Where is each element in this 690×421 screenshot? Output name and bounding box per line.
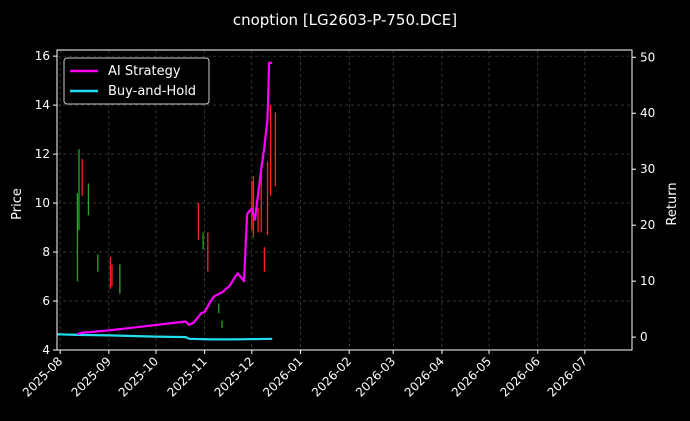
right-tick-label: 0 — [640, 330, 648, 344]
left-tick-label: 12 — [35, 147, 50, 161]
y-axis-label-left: Price — [10, 188, 25, 220]
legend-label-buy-and-hold: Buy-and-Hold — [108, 84, 196, 99]
left-tick-label: 14 — [35, 98, 50, 112]
plot-frame — [56, 49, 633, 351]
right-tick-label: 10 — [640, 274, 655, 288]
series-line-ai-strategy — [77, 61, 273, 336]
right-tick-label: 20 — [640, 218, 655, 232]
right-tick-label: 50 — [640, 50, 655, 64]
left-axis-ticks: 4 6 8 10 12 14 16 — [35, 49, 57, 357]
left-tick-label: 8 — [42, 245, 50, 259]
right-tick-label: 30 — [640, 162, 655, 176]
right-axis-ticks: 0 10 20 30 40 50 — [632, 50, 655, 344]
legend: AI Strategy Buy-and-Hold — [63, 57, 210, 105]
legend-label-ai-strategy: AI Strategy — [108, 64, 181, 79]
left-tick-label: 16 — [35, 49, 50, 63]
series-lines — [56, 61, 273, 341]
candles — [76, 105, 277, 328]
right-tick-label: 40 — [640, 106, 655, 120]
chart-title: cnoption [LG2603-P-750.DCE] — [233, 11, 457, 29]
series-line-buy-and-hold — [56, 333, 273, 341]
legend-box — [63, 57, 210, 105]
left-tick-label: 4 — [42, 343, 50, 357]
left-tick-label: 6 — [42, 294, 50, 308]
left-tick-label: 10 — [35, 196, 50, 210]
y-axis-label-right: Return — [665, 182, 680, 225]
